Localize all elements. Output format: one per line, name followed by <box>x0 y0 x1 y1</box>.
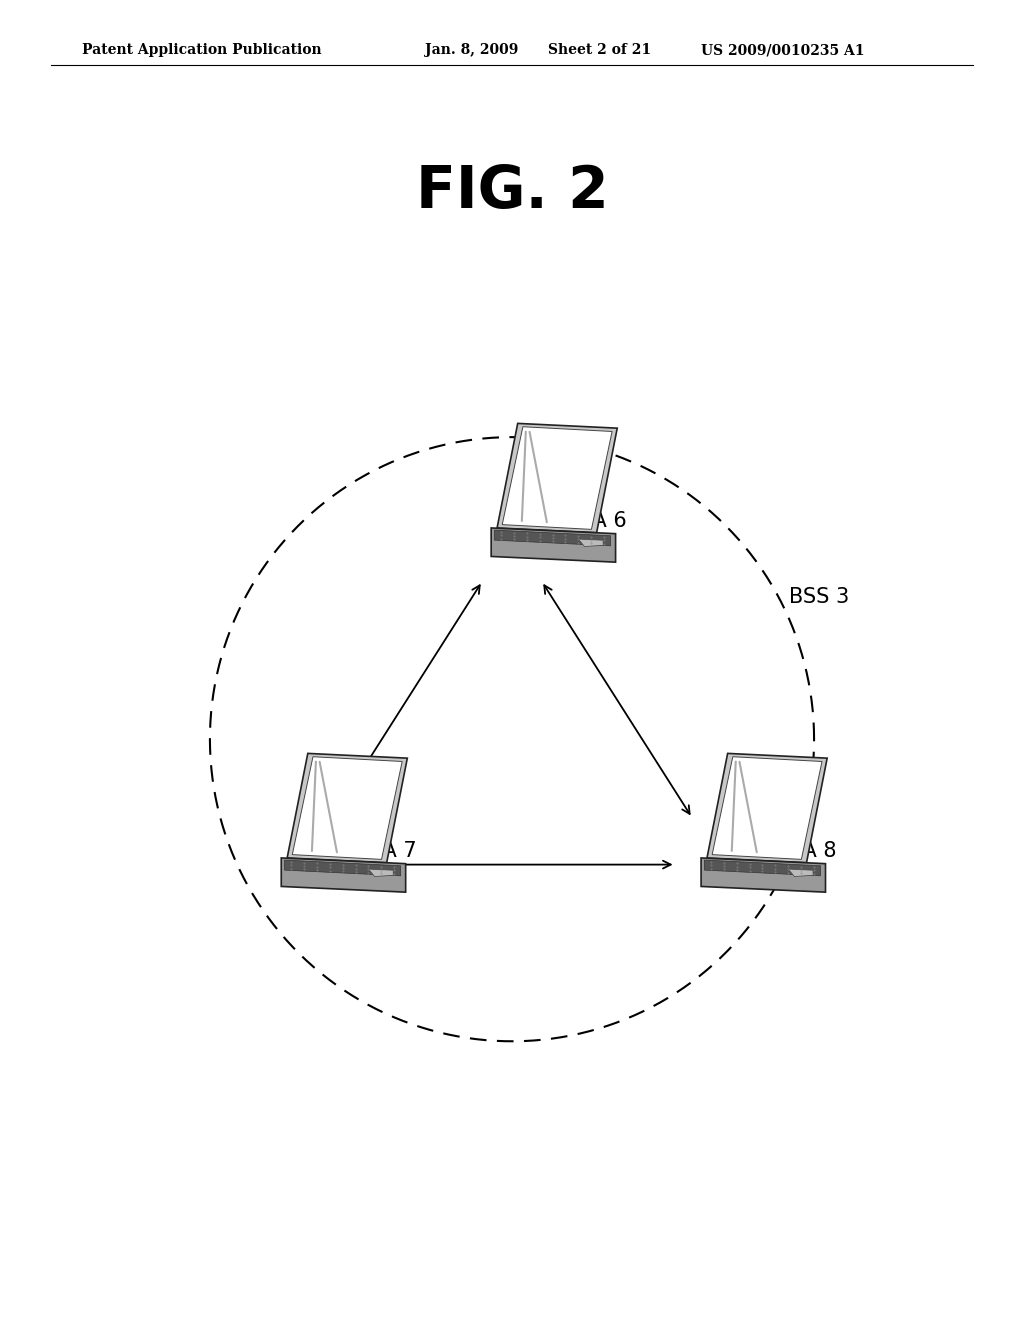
Polygon shape <box>369 869 393 876</box>
Polygon shape <box>579 539 603 546</box>
Polygon shape <box>705 861 820 876</box>
Text: Patent Application Publication: Patent Application Publication <box>82 44 322 57</box>
Text: BSS 3: BSS 3 <box>788 587 849 607</box>
Text: US 2009/0010235 A1: US 2009/0010235 A1 <box>701 44 865 57</box>
Polygon shape <box>492 528 615 562</box>
Polygon shape <box>497 424 617 533</box>
Polygon shape <box>495 531 610 546</box>
Text: Jan. 8, 2009: Jan. 8, 2009 <box>425 44 518 57</box>
Text: STA 8: STA 8 <box>778 841 837 862</box>
Polygon shape <box>287 754 408 863</box>
Text: FIG. 2: FIG. 2 <box>416 162 608 220</box>
Polygon shape <box>502 426 612 529</box>
Polygon shape <box>285 861 400 876</box>
Text: STA 7: STA 7 <box>358 841 417 862</box>
Polygon shape <box>292 756 402 859</box>
Polygon shape <box>701 858 825 892</box>
Polygon shape <box>788 869 813 876</box>
Text: Sheet 2 of 21: Sheet 2 of 21 <box>548 44 651 57</box>
Polygon shape <box>282 858 406 892</box>
Polygon shape <box>707 754 827 863</box>
Text: STA 6: STA 6 <box>568 511 627 532</box>
Polygon shape <box>712 756 822 859</box>
